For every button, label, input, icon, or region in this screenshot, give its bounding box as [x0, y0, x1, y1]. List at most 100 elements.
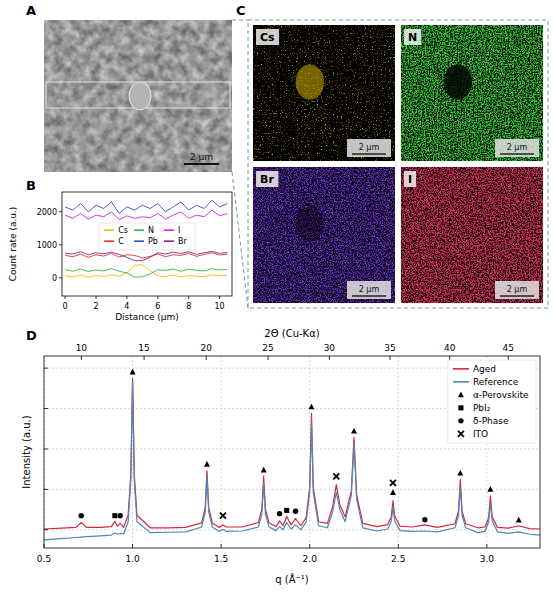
legend-label: Aged [473, 364, 496, 374]
scale-box [495, 139, 539, 157]
legend-swatch [104, 229, 114, 231]
marker-circle [458, 418, 463, 423]
y-tick-label: 1000 [37, 241, 57, 250]
x2-tick-label: 10 [76, 343, 88, 353]
particle-region [296, 206, 324, 241]
y-tick [44, 489, 48, 490]
map-label: Cs [260, 31, 275, 44]
particle-region [296, 64, 324, 99]
x-tick [96, 296, 97, 299]
x-tick-label: 1.5 [214, 554, 228, 564]
x-tick-label: 10 [215, 302, 225, 311]
legend-swatch [134, 240, 144, 242]
legend-swatch [453, 381, 469, 383]
marker-triangle [130, 369, 136, 375]
legend-label: α-Perovskite [473, 390, 529, 400]
grid-line [221, 356, 222, 548]
marker-triangle [351, 428, 357, 434]
scale-bar-label: 2 μm [507, 143, 528, 152]
plot-frame [44, 356, 540, 548]
x2-tick-label: 35 [384, 343, 395, 353]
scale-box [347, 281, 391, 299]
x-tick-label: 0 [63, 302, 68, 311]
y-tick-label: 2000 [37, 208, 57, 217]
legend-swatch [104, 240, 114, 242]
x2-tick [449, 356, 450, 360]
x2-tick-label: 30 [324, 343, 336, 353]
x-tick [126, 296, 127, 299]
y-tick [44, 448, 48, 449]
legend-swatch [164, 240, 174, 242]
x-tick [309, 544, 310, 548]
map-label: N [408, 31, 417, 44]
x-tick-label: 0.5 [37, 554, 51, 564]
scale-bar-label: 2 μm [507, 285, 528, 294]
scale-bar [352, 295, 386, 297]
map-label-box [256, 29, 279, 45]
scale-bar [352, 153, 386, 155]
element-map [253, 167, 395, 303]
x-tick [65, 296, 66, 299]
marker-triangle [487, 486, 493, 492]
x-tick [219, 296, 220, 299]
data-line [65, 269, 227, 278]
data-line [65, 210, 227, 220]
grid-line [44, 448, 540, 449]
marker-circle [79, 513, 84, 518]
grid-line [44, 529, 540, 530]
x2-tick-label: 45 [503, 343, 514, 353]
y-axis-title: Intensity (a.u.) [21, 415, 32, 488]
legend-label: PbI₂ [473, 403, 491, 413]
x2-tick-label: 40 [444, 343, 456, 353]
data-line [65, 200, 227, 213]
y-axis-title: Count rate (a.u.) [8, 207, 18, 282]
grid-line [398, 356, 399, 548]
x-tick-label: 4 [124, 302, 129, 311]
marker-triangle [390, 489, 396, 495]
marker-triangle [204, 461, 210, 467]
x-tick-label: 3.0 [480, 554, 495, 564]
figure: A2 μmCCs2 μmN2 μmBr2 μmI2 μm024681001000… [0, 0, 553, 592]
marker-x [333, 473, 339, 479]
x2-tick [389, 356, 390, 360]
y-tick [59, 211, 62, 212]
x2-tick [81, 356, 82, 360]
marker-circle [422, 517, 427, 522]
x-tick [44, 544, 45, 548]
legend-label: N [148, 226, 154, 235]
x-tick-label: 1.0 [125, 554, 140, 564]
map-label-box [256, 171, 278, 187]
legend-box [448, 360, 536, 443]
marker-triangle [308, 404, 314, 410]
legend-swatch [453, 368, 469, 370]
data-line [65, 265, 227, 278]
legend: AgedReferenceα-PerovskitePbI₂δ-PhaseITO [448, 360, 536, 443]
legend-label: Reference [473, 377, 519, 387]
map-background [253, 25, 395, 161]
map-label-box [404, 29, 421, 45]
map-label-box [404, 171, 416, 187]
y-tick [44, 368, 48, 369]
legend-label: Br [178, 237, 187, 246]
element-map [401, 25, 543, 161]
scale-bar [500, 295, 534, 297]
data-line [65, 253, 227, 258]
scale-bar-label: 2 μm [359, 285, 380, 294]
x2-tick-label: 25 [262, 343, 273, 353]
y-tick [59, 277, 62, 278]
x-tick [221, 544, 222, 548]
x-tick-label: 2 [93, 302, 98, 311]
element-map [253, 25, 395, 161]
sem-image [44, 20, 232, 172]
plot-frame [62, 192, 232, 296]
marker-triangle [516, 517, 522, 523]
legend-label: δ-Phase [473, 416, 509, 426]
panel-letter: D [26, 328, 37, 343]
y-tick [59, 244, 62, 245]
legend-swatch [134, 229, 144, 231]
scale-bar [500, 153, 534, 155]
marker-triangle [457, 470, 463, 476]
data-line [65, 251, 227, 260]
x2-tick [144, 356, 145, 360]
x2-tick [206, 356, 207, 360]
